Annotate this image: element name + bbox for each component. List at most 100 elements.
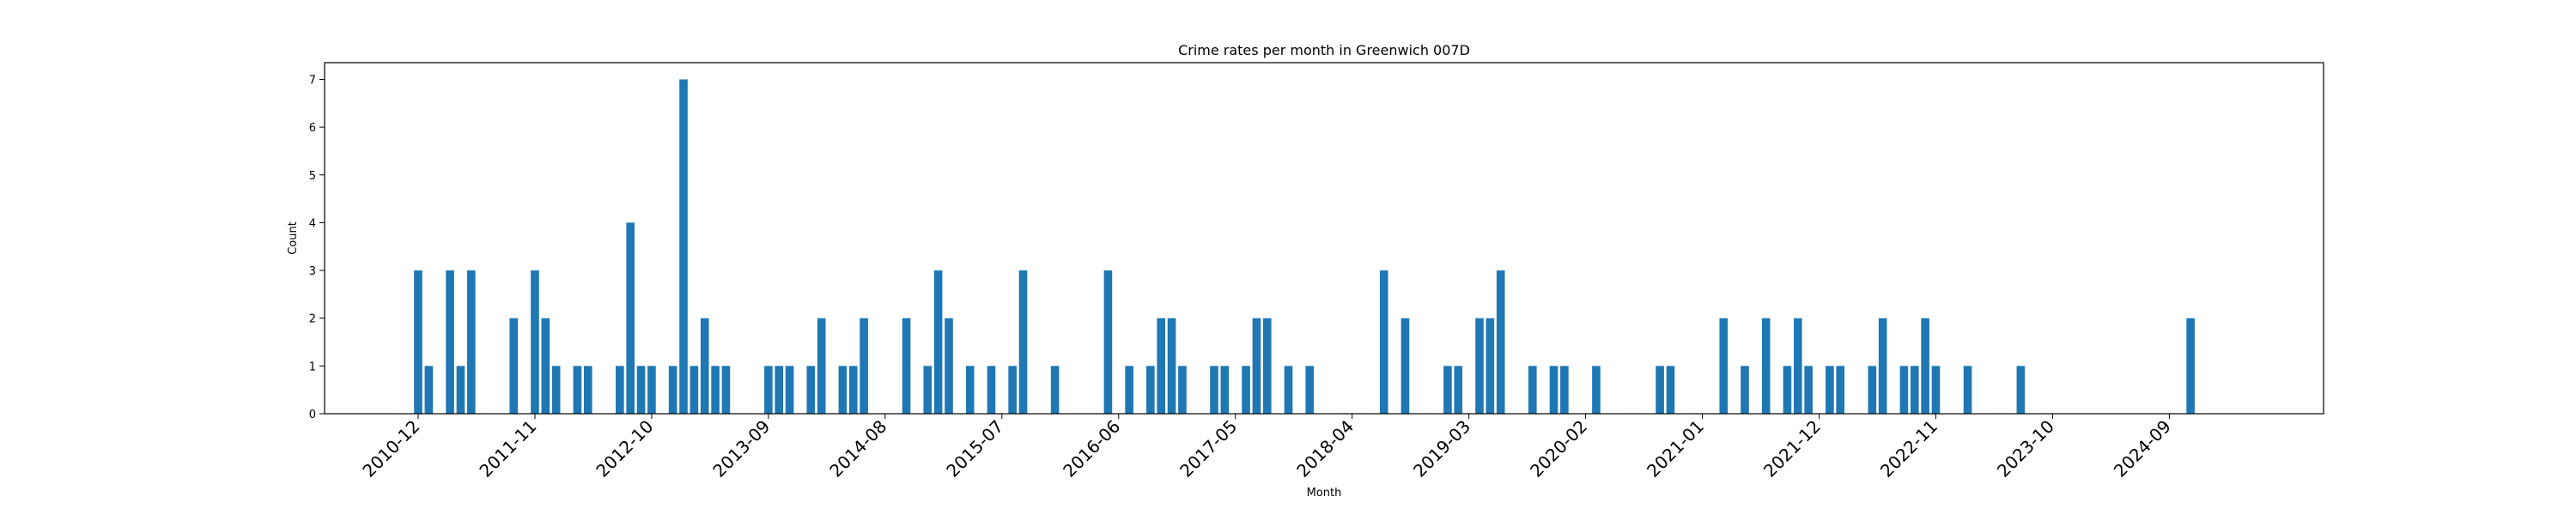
bar	[1485, 318, 1495, 414]
bar	[923, 366, 933, 414]
bar	[679, 79, 688, 414]
y-axis-label: Count	[287, 221, 300, 255]
bar	[860, 318, 868, 414]
x-axis-label: Month	[1307, 487, 1342, 500]
bar	[1475, 318, 1484, 414]
bar	[1910, 366, 1919, 414]
bar	[1146, 366, 1155, 414]
bar	[965, 366, 975, 414]
bar	[1125, 366, 1133, 414]
bar	[1931, 366, 1941, 414]
bar	[1103, 270, 1113, 414]
bar	[1899, 366, 1909, 414]
x-tick-label: 2021-12	[1759, 416, 1825, 482]
bar	[1592, 366, 1601, 414]
bar	[1549, 366, 1558, 414]
plot-frame	[324, 62, 2324, 415]
x-tick-label: 2022-11	[1876, 416, 1941, 482]
bar	[1783, 366, 1792, 414]
bar	[1220, 366, 1230, 414]
bar	[1263, 318, 1272, 414]
x-tick-label: 2011-11	[475, 416, 540, 482]
bar	[509, 318, 519, 414]
y-tick-label: 1	[309, 360, 316, 373]
bar	[1400, 318, 1410, 414]
bar	[616, 366, 624, 414]
bar	[945, 318, 953, 414]
y-tick-label: 2	[309, 313, 316, 326]
x-tick-label: 2013-09	[708, 416, 774, 482]
bar	[1050, 366, 1060, 414]
bar	[1242, 366, 1250, 414]
bar	[806, 366, 816, 414]
bar	[1157, 318, 1165, 414]
bar	[933, 270, 943, 414]
bar	[1921, 318, 1929, 414]
bar	[414, 270, 422, 414]
x-tick-label: 2016-06	[1059, 416, 1124, 482]
bar	[541, 318, 550, 414]
x-tick-label: 2017-05	[1176, 416, 1241, 482]
x-tick-label: 2014-08	[825, 416, 890, 482]
y-tick-label: 5	[309, 170, 316, 183]
bar	[1719, 318, 1728, 414]
bar	[838, 366, 848, 414]
bar	[1252, 318, 1261, 414]
bar	[636, 366, 646, 414]
bar	[1008, 366, 1017, 414]
bar	[711, 366, 720, 414]
bar	[902, 318, 911, 414]
bar	[1560, 366, 1569, 414]
y-tick-label: 3	[309, 265, 316, 278]
bar	[700, 318, 709, 414]
bar	[647, 366, 656, 414]
bar	[1210, 366, 1218, 414]
bar	[1284, 366, 1293, 414]
bar	[424, 366, 434, 414]
x-tick-label: 2019-03	[1409, 416, 1474, 482]
bar	[467, 270, 476, 414]
bar	[551, 366, 561, 414]
x-tick-label: 2010-12	[358, 416, 423, 482]
bar	[446, 270, 454, 414]
bar	[531, 270, 539, 414]
bar	[1379, 270, 1388, 414]
bar	[2016, 366, 2026, 414]
bar	[1454, 366, 1463, 414]
bar	[2186, 318, 2195, 414]
y-tick-label: 4	[309, 217, 316, 230]
bar	[848, 366, 858, 414]
x-ticks: 2010-12 2011-11 2012-10 2013-09 2014-08 2015-…	[358, 414, 2175, 482]
bar	[1836, 366, 1845, 414]
bar	[1741, 366, 1749, 414]
bar	[583, 366, 592, 414]
bar	[573, 366, 582, 414]
bars-layer	[414, 79, 2195, 414]
bar	[817, 318, 826, 414]
x-tick-label: 2012-10	[592, 416, 657, 482]
x-tick-label: 2024-09	[2110, 416, 2175, 482]
bar	[764, 366, 773, 414]
bar	[775, 366, 784, 414]
bar	[1666, 366, 1675, 414]
y-ticks: 0 1 2 3 4 5 6 7	[309, 74, 325, 421]
bar	[1018, 270, 1028, 414]
bar	[668, 366, 677, 414]
x-tick-label: 2020-02	[1526, 416, 1591, 482]
bar	[626, 222, 635, 414]
x-tick-label: 2021-01	[1643, 416, 1708, 482]
bar	[1528, 366, 1537, 414]
x-tick-label: 2018-04	[1292, 416, 1358, 482]
bar	[1868, 366, 1877, 414]
bar	[1878, 318, 1887, 414]
bar	[1305, 366, 1315, 414]
bar	[1656, 366, 1664, 414]
bar	[1963, 366, 1972, 414]
x-tick-label: 2015-07	[942, 416, 1007, 482]
bar	[721, 366, 731, 414]
y-tick-label: 6	[309, 122, 316, 135]
bar	[987, 366, 996, 414]
bar	[1794, 318, 1802, 414]
bar	[785, 366, 794, 414]
